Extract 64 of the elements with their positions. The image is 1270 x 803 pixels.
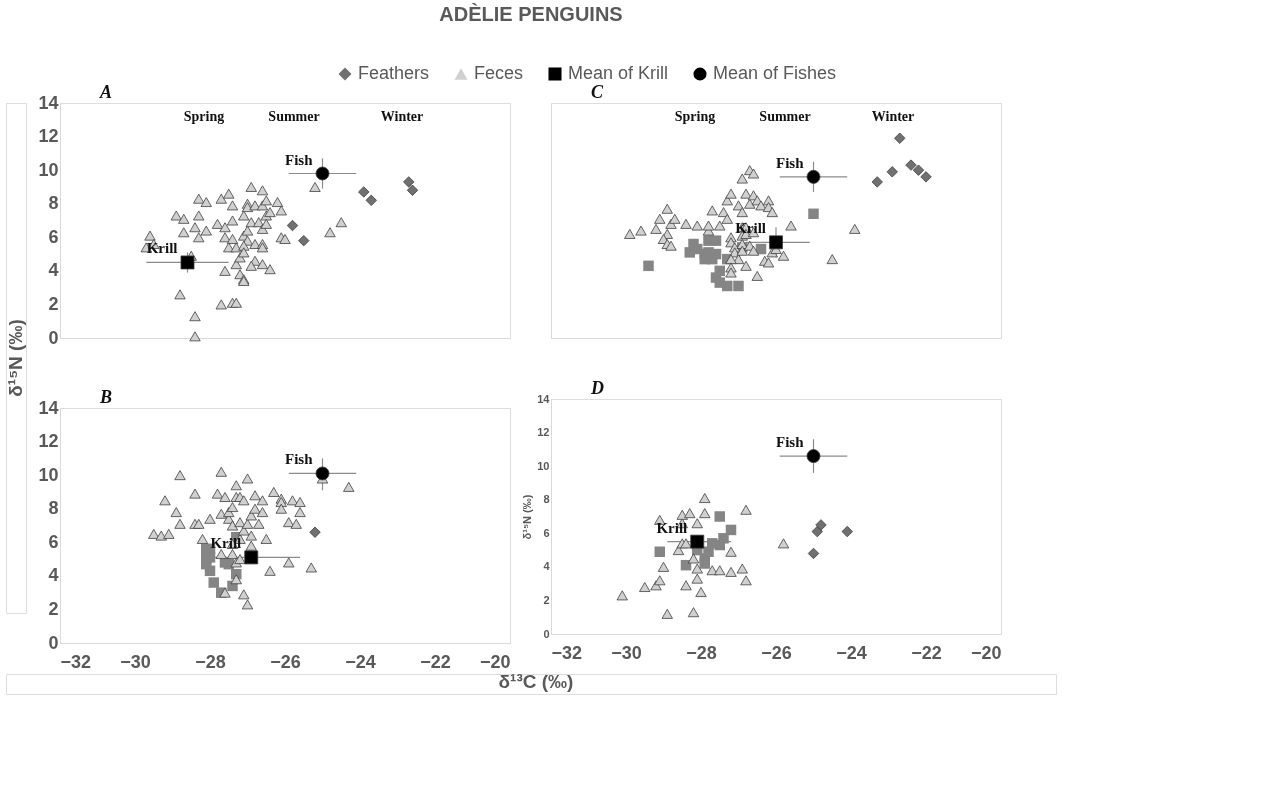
annotation: Fish bbox=[775, 434, 805, 451]
annotation: Summer bbox=[759, 109, 811, 124]
legend-label: Feces bbox=[474, 63, 524, 83]
y-tick-label: 0 bbox=[48, 327, 59, 348]
y-tick-label: 8 bbox=[48, 498, 59, 519]
annotation: Fish bbox=[284, 451, 314, 468]
y-tick-label: 12 bbox=[38, 126, 59, 147]
x-tick-label: −32 bbox=[60, 651, 92, 672]
x-tick-label: −22 bbox=[420, 651, 451, 672]
y-axis-title: δ¹⁵N (‰) bbox=[521, 494, 534, 540]
text: C bbox=[591, 82, 604, 102]
y-tick-label: 4 bbox=[543, 560, 551, 573]
x-tick-label: −32 bbox=[551, 642, 583, 663]
annotation: Summer bbox=[268, 109, 320, 124]
x-tick-label: −30 bbox=[120, 651, 151, 672]
y-tick-label: 6 bbox=[543, 526, 550, 539]
annotation: Winter bbox=[380, 109, 424, 124]
y-axis-title: δ¹⁵N (‰) bbox=[5, 319, 26, 397]
y-tick-label: 12 bbox=[537, 426, 550, 439]
y-tick-label: 10 bbox=[38, 159, 59, 180]
text: A bbox=[99, 82, 113, 102]
x-axis-title: δ¹³C (‰) bbox=[498, 671, 574, 692]
legend-label: Mean of Krill bbox=[568, 63, 669, 83]
annotation: Winter bbox=[871, 109, 915, 124]
chart-title: ADÈLIE PENGUINS bbox=[439, 3, 623, 25]
x-tick-label: −26 bbox=[270, 651, 301, 672]
y-tick-label: 10 bbox=[537, 459, 550, 472]
y-tick-label: 8 bbox=[543, 493, 550, 506]
annotation: Krill bbox=[146, 240, 178, 257]
x-tick-label: −24 bbox=[345, 651, 376, 672]
y-tick-label: 14 bbox=[38, 397, 59, 418]
y-tick-label: 12 bbox=[38, 431, 59, 452]
x-tick-label: −28 bbox=[686, 642, 717, 663]
y-tick-label: 6 bbox=[48, 226, 59, 247]
y-tick-label: 4 bbox=[48, 565, 59, 586]
annotation: Krill bbox=[735, 220, 766, 237]
y-tick-label: 0 bbox=[543, 627, 550, 640]
annotation: Fish bbox=[284, 151, 314, 168]
x-tick-label: −30 bbox=[611, 642, 642, 663]
annotation: Krill bbox=[210, 535, 242, 552]
annotation: Krill bbox=[656, 519, 688, 536]
annotation: Spring bbox=[674, 109, 716, 124]
y-tick-label: 2 bbox=[543, 593, 550, 606]
legend-label: Feathers bbox=[358, 63, 430, 83]
x-tick-label: −20 bbox=[970, 642, 1002, 663]
x-tick-label: −24 bbox=[836, 642, 867, 663]
y-tick-label: 0 bbox=[48, 632, 59, 653]
x-tick-label: −22 bbox=[911, 642, 942, 663]
y-tick-label: 2 bbox=[48, 293, 59, 314]
y-tick-label: 14 bbox=[537, 392, 551, 405]
text: B bbox=[99, 387, 113, 407]
x-tick-label: −28 bbox=[195, 651, 226, 672]
x-tick-label: −26 bbox=[761, 642, 792, 663]
text: D bbox=[590, 378, 604, 398]
y-tick-label: 14 bbox=[38, 92, 59, 113]
y-tick-label: 4 bbox=[48, 260, 59, 281]
x-tick-label: −20 bbox=[479, 651, 511, 672]
annotation: Fish bbox=[775, 154, 805, 171]
legend-label: Mean of Fishes bbox=[713, 63, 837, 83]
y-tick-label: 10 bbox=[38, 464, 59, 485]
annotation: Spring bbox=[183, 109, 225, 124]
y-tick-label: 2 bbox=[48, 598, 59, 619]
y-tick-label: 8 bbox=[48, 193, 59, 214]
y-tick-label: 6 bbox=[48, 531, 59, 552]
